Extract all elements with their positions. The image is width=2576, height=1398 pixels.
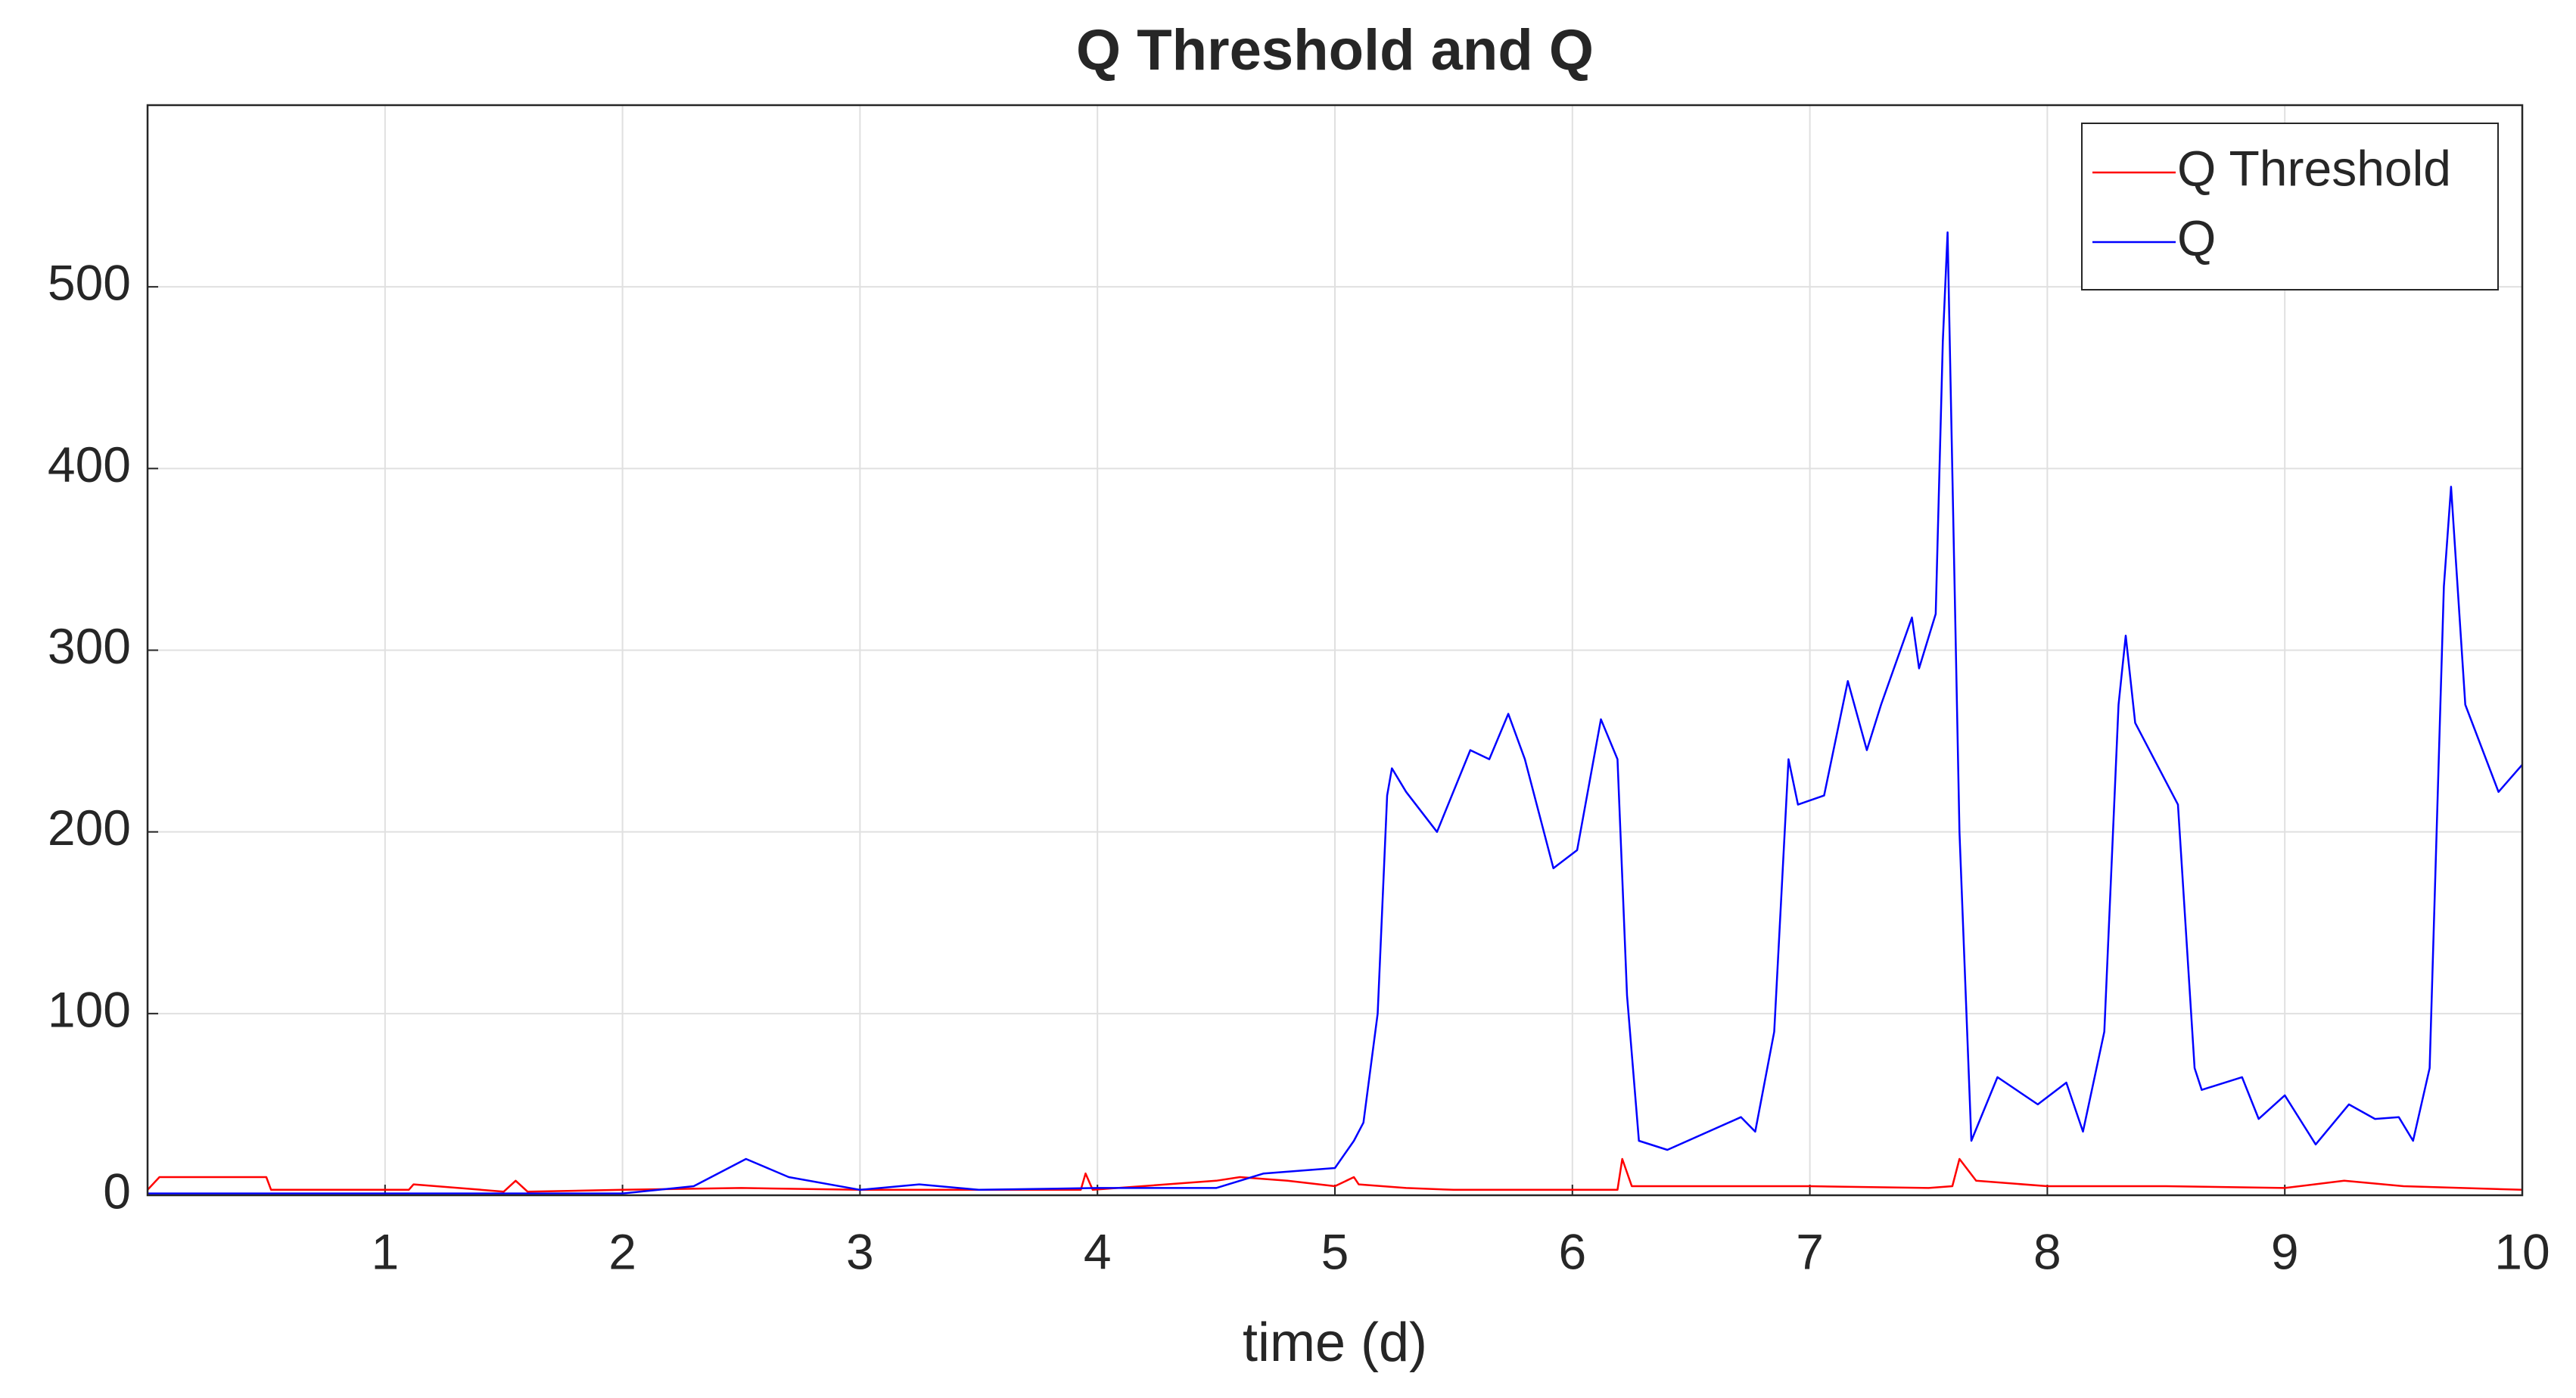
series-line (147, 1157, 2523, 1193)
y-tick-label: 500 (48, 255, 131, 311)
x-tick-label: 8 (2033, 1223, 2061, 1279)
x-tick-label: 7 (1796, 1223, 1824, 1279)
x-tick-label: 4 (1084, 1223, 1112, 1279)
legend-label: Q Threshold (2177, 140, 2451, 196)
x-tick-label: 10 (2494, 1223, 2550, 1279)
plot-frame (146, 104, 2524, 1197)
x-tick-label: 6 (1558, 1223, 1586, 1279)
x-tick-label: 1 (371, 1223, 399, 1279)
chart-title: Q Threshold and Q (1076, 18, 1594, 82)
y-tick-label: 100 (48, 981, 131, 1037)
legend-box (2081, 123, 2499, 290)
y-tick-label: 300 (48, 618, 131, 674)
x-tick-label: 5 (1321, 1223, 1349, 1279)
y-tick-label: 200 (48, 800, 131, 856)
x-axis-label: time (d) (1243, 1313, 1427, 1373)
y-tick-label: 400 (48, 436, 131, 492)
x-tick-label: 3 (846, 1223, 874, 1279)
y-tick-label: 0 (103, 1163, 131, 1219)
x-tick-label: 2 (608, 1223, 636, 1279)
x-tick-label: 9 (2271, 1223, 2299, 1279)
series-line (148, 231, 2523, 1195)
legend-label: Q (2177, 210, 2216, 266)
